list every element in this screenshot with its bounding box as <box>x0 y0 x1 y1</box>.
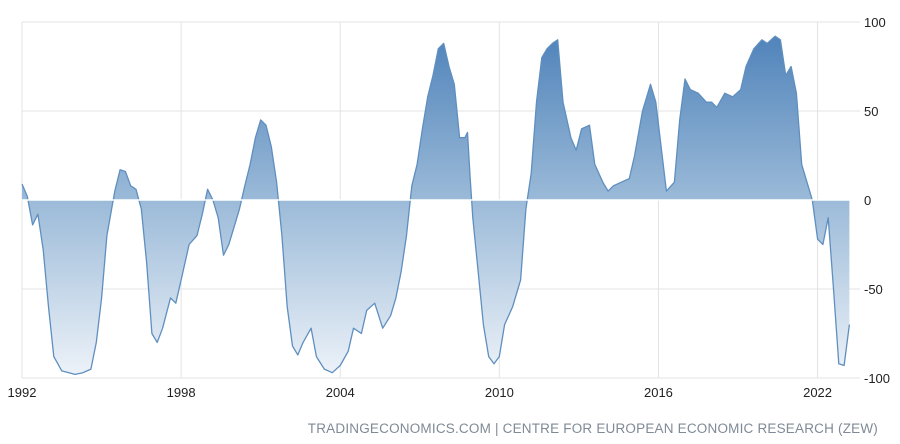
source-attribution: TRADINGECONOMICS.COM | CENTRE FOR EUROPE… <box>307 421 878 436</box>
x-tick-label-1998: 1998 <box>167 385 196 400</box>
x-tick-label-1992: 1992 <box>8 385 37 400</box>
y-axis-tick-labels: 100 50 0 -50 -100 <box>864 15 890 386</box>
x-tick-label-2022: 2022 <box>803 385 832 400</box>
x-tick-label-2004: 2004 <box>326 385 355 400</box>
y-tick-label--100: -100 <box>864 371 890 386</box>
y-tick-label-50: 50 <box>864 104 878 119</box>
x-tick-label-2016: 2016 <box>644 385 673 400</box>
y-tick-label-0: 0 <box>864 193 871 208</box>
y-tick-label--50: -50 <box>864 282 883 297</box>
data-area <box>21 35 860 376</box>
x-tick-label-2010: 2010 <box>485 385 514 400</box>
y-tick-label-100: 100 <box>864 15 886 30</box>
x-axis-tick-labels: 1992 1998 2004 2010 2016 2022 <box>8 385 832 400</box>
series-line <box>21 35 851 376</box>
series-area-fill <box>22 36 850 375</box>
